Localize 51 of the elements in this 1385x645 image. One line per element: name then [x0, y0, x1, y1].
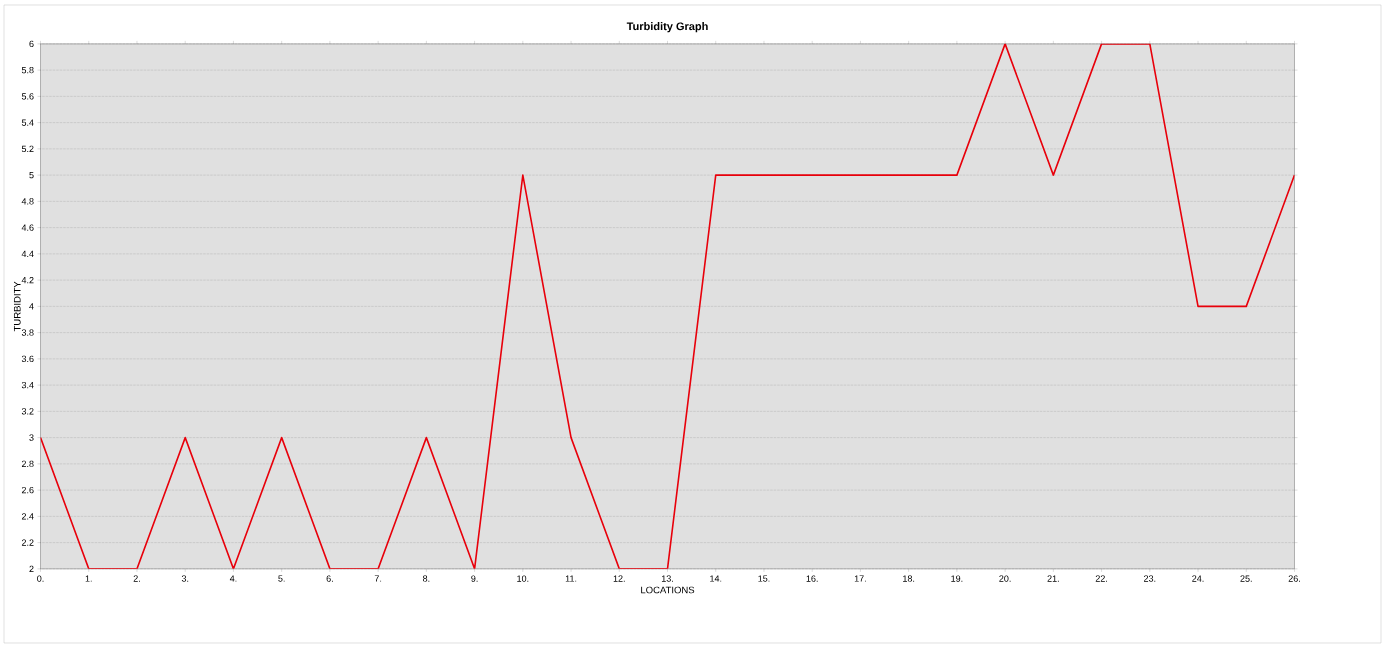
x-tick-label: 19. [951, 575, 963, 582]
x-tick-label: 21. [1047, 575, 1059, 582]
y-tick-label: 4.2 [21, 276, 34, 284]
y-tick-label: 5.4 [21, 119, 34, 126]
x-tick-label: 1. [85, 575, 92, 582]
x-tick-label: 14. [710, 575, 722, 582]
y-tick-label: 2.6 [21, 486, 34, 494]
x-tick-label: 17. [854, 575, 866, 582]
x-tick-label: 23. [1144, 575, 1156, 582]
x-tick-label: 2. [133, 575, 140, 582]
x-tick-label: 24. [1192, 575, 1204, 582]
x-tick-label: 6. [326, 575, 333, 582]
y-tick-label: 4.8 [21, 198, 34, 205]
x-tick-label: 18. [903, 575, 915, 582]
x-tick-label: 13. [661, 575, 673, 582]
y-tick-label: 5.6 [21, 93, 34, 100]
x-tick-label: 26. [1288, 575, 1300, 582]
y-tick-label: 3 [29, 434, 34, 441]
x-tick-label: 25. [1240, 575, 1252, 582]
y-axis-title: TURBIDITY [13, 281, 21, 332]
y-tick-label: 3.4 [21, 381, 34, 389]
x-tick-label: 4. [229, 575, 237, 582]
x-tick-label: 9. [471, 575, 478, 582]
chart-title: Turbidity Graph [626, 22, 708, 33]
x-tick-label: 16. [806, 575, 818, 582]
y-tick-label: 2.8 [21, 460, 34, 468]
x-axis-title: LOCATIONS [641, 586, 695, 594]
y-tick-label: 4.6 [21, 224, 34, 231]
x-tick-label: 12. [613, 575, 625, 582]
y-tick-label: 6 [29, 40, 34, 48]
x-tick-label: 8. [423, 575, 430, 582]
x-tick-label: 15. [758, 575, 770, 582]
y-tick-label: 4.4 [21, 250, 34, 257]
y-tick-label: 2.2 [21, 539, 34, 546]
y-tick-label: 2 [29, 565, 34, 572]
y-tick-label: 4 [29, 303, 34, 310]
x-tick-label: 11. [565, 575, 577, 582]
x-tick-label: 20. [999, 575, 1011, 582]
y-tick-label: 3.6 [21, 355, 34, 363]
x-tick-label: 3. [181, 575, 189, 582]
y-tick-label: 5.8 [21, 66, 34, 74]
y-tick-label: 2.4 [21, 513, 34, 520]
x-tick-label: 0. [37, 575, 44, 582]
y-tick-label: 5.2 [21, 145, 34, 153]
x-tick-label: 7. [374, 575, 382, 582]
y-tick-label: 3.8 [21, 329, 34, 336]
y-tick-label: 5 [29, 171, 34, 179]
x-tick-label: 10. [517, 575, 529, 582]
y-tick-label: 3.2 [21, 408, 34, 415]
x-tick-label: 5. [278, 575, 285, 582]
x-tick-label: 22. [1095, 575, 1108, 582]
